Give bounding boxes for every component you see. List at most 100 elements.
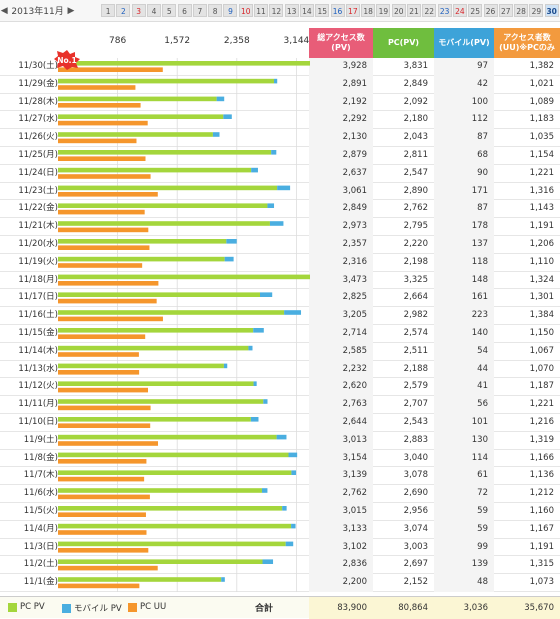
pc-uu-value: 1,073 <box>529 577 554 588</box>
total-pv-value: 3,473 <box>309 271 373 290</box>
bar-pc-uu <box>58 281 159 286</box>
day-link-3[interactable]: 3 <box>131 4 146 17</box>
pc-pv-value: 2,152 <box>403 577 428 588</box>
bar-mobile-pv <box>262 559 274 564</box>
day-link-23[interactable]: 23 <box>437 4 452 17</box>
bar-mobile-pv <box>291 523 296 529</box>
pc-uu-value: 1,035 <box>529 132 554 143</box>
bar-pc-pv <box>58 132 213 137</box>
bar-pc-uu <box>58 512 146 517</box>
bar-pc-pv <box>58 292 261 297</box>
mobile-pv-value: 68 <box>434 146 494 165</box>
table-row: 11/25(月) 2,879 2,811 68 1,154 <box>0 146 560 165</box>
bar-pc-uu <box>58 174 151 179</box>
mobile-pv-value: 54 <box>434 342 494 361</box>
row-date: 11/28(木) <box>18 96 58 107</box>
row-date: 11/17(日) <box>18 292 58 303</box>
legend-pc-pv: PC PV <box>8 602 45 612</box>
day-link-2[interactable]: 2 <box>116 4 131 17</box>
day-link-11[interactable]: 11 <box>254 4 269 17</box>
bar-pc-pv <box>58 506 283 511</box>
day-link-14[interactable]: 14 <box>299 4 314 17</box>
total-pv-value: 2,836 <box>309 556 373 575</box>
day-link-17[interactable]: 17 <box>345 4 360 17</box>
pc-uu-value: 1,221 <box>529 167 554 178</box>
row-date: 11/11(月) <box>18 399 58 410</box>
mobile-pv-value: 100 <box>434 93 494 112</box>
pc-uu-value: 1,315 <box>529 559 554 570</box>
row-date: 11/3(日) <box>23 541 58 552</box>
row-date: 11/13(水) <box>18 363 58 374</box>
day-link-26[interactable]: 26 <box>483 4 498 17</box>
pc-uu-value: 1,150 <box>529 327 554 338</box>
table-row: 11/28(木) 2,192 2,092 100 1,089 <box>0 93 560 112</box>
day-link-19[interactable]: 19 <box>376 4 391 17</box>
day-link-8[interactable]: 8 <box>208 4 223 17</box>
pc-uu-value: 1,206 <box>529 238 554 249</box>
day-link-4[interactable]: 4 <box>146 4 161 17</box>
mobile-pv-value: 112 <box>434 111 494 130</box>
day-link-18[interactable]: 18 <box>361 4 376 17</box>
day-link-5[interactable]: 5 <box>162 4 177 17</box>
bar-pc-uu <box>58 156 146 161</box>
day-link-30[interactable]: 30 <box>544 4 559 17</box>
table-row: 11/24(日) 2,637 2,547 90 1,221 <box>0 164 560 183</box>
pc-pv-sum: 80,864 <box>373 597 434 619</box>
no1-badge-icon: No.1 <box>54 50 80 70</box>
mobile-pv-value: 59 <box>434 520 494 539</box>
pc-uu-value: 1,191 <box>529 221 554 232</box>
day-link-20[interactable]: 20 <box>391 4 406 17</box>
row-date: 11/5(火) <box>23 505 58 516</box>
table-row: 11/6(水) 2,762 2,690 72 1,212 <box>0 485 560 503</box>
prev-month-arrow-icon[interactable]: ◀ <box>0 5 8 16</box>
tick-label: 786 <box>109 36 127 46</box>
bar-mobile-pv <box>221 577 225 582</box>
pc-uu-value: 1,067 <box>529 345 554 356</box>
total-pv-value: 2,763 <box>309 396 373 414</box>
total-pv-value: 2,714 <box>309 324 373 343</box>
bar-mobile-pv <box>224 256 234 262</box>
bar-pc-pv <box>58 399 264 404</box>
day-link-27[interactable]: 27 <box>498 4 513 17</box>
table-row: 11/18(月) 3,473 3,325 148 1,324 <box>0 271 560 290</box>
bar-pc-pv <box>58 328 254 333</box>
day-link-22[interactable]: 22 <box>422 4 437 17</box>
tick-label: 2,358 <box>223 36 250 46</box>
day-link-15[interactable]: 15 <box>315 4 330 17</box>
total-pv-value: 2,316 <box>309 253 373 272</box>
day-link-13[interactable]: 13 <box>284 4 299 17</box>
mobile-pv-value: 139 <box>434 556 494 575</box>
header-total-pv: 総アクセス数 (PV) <box>309 28 373 58</box>
day-link-28[interactable]: 28 <box>514 4 529 17</box>
pc-uu-value: 1,160 <box>529 505 554 516</box>
mobile-pv-value: 99 <box>434 538 494 557</box>
day-link-21[interactable]: 21 <box>407 4 422 17</box>
row-date: 11/24(日) <box>18 167 58 178</box>
pc-pv-value: 2,795 <box>403 221 428 232</box>
day-link-16[interactable]: 16 <box>330 4 345 17</box>
bar-pc-uu <box>58 120 148 126</box>
next-month-arrow-icon[interactable]: ▶ <box>67 5 75 16</box>
total-pv-value: 2,292 <box>309 111 373 130</box>
day-link-24[interactable]: 24 <box>452 4 467 17</box>
pc-pv-value: 2,574 <box>403 327 428 338</box>
bar-mobile-pv <box>223 363 228 369</box>
pc-pv-value: 2,762 <box>403 203 428 214</box>
day-link-25[interactable]: 25 <box>468 4 483 17</box>
bar-mobile-pv <box>271 150 277 155</box>
day-link-1[interactable]: 1 <box>101 4 116 17</box>
bar-pc-pv <box>58 203 268 208</box>
day-link-6[interactable]: 6 <box>177 4 192 17</box>
row-date: 11/26(火) <box>18 132 58 143</box>
day-link-9[interactable]: 9 <box>223 4 238 17</box>
bar-mobile-pv <box>253 381 257 386</box>
header-pc-pv: PC(PV) <box>373 28 434 58</box>
day-link-29[interactable]: 29 <box>529 4 544 17</box>
bar-pc-pv <box>58 239 227 244</box>
total-pv-value: 2,620 <box>309 378 373 397</box>
total-pv-value: 3,102 <box>309 538 373 557</box>
day-link-7[interactable]: 7 <box>192 4 207 17</box>
total-pv-value: 2,585 <box>309 342 373 361</box>
day-link-10[interactable]: 10 <box>238 4 253 17</box>
day-link-12[interactable]: 12 <box>269 4 284 17</box>
